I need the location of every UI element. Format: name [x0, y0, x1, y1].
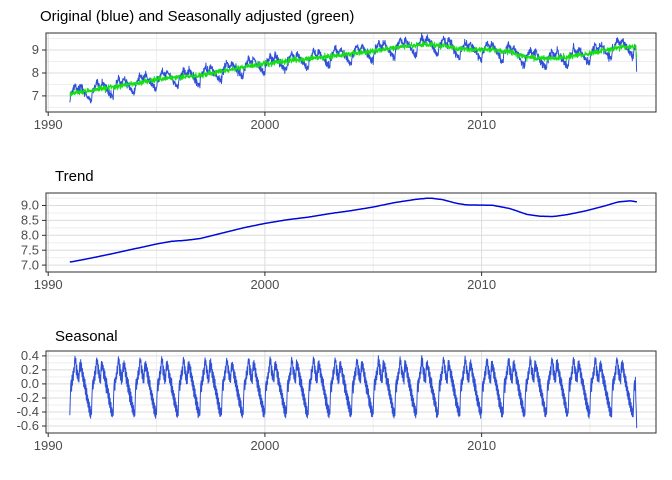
x-tick-label: 2000	[250, 438, 279, 453]
panel-title-original: Original (blue) and Seasonally adjusted …	[40, 8, 354, 25]
y-tick-label: 8	[32, 65, 39, 80]
x-tick-label: 2010	[467, 277, 496, 292]
y-tick-label: 7.0	[21, 257, 39, 272]
x-tick-label: 1990	[34, 438, 63, 453]
panel-border-trend	[45, 192, 657, 273]
gridlines-original	[46, 33, 656, 112]
y-tick-label: -0.4	[17, 404, 39, 419]
panel-title-seasonal: Seasonal	[55, 328, 118, 345]
panel-border-seasonal	[45, 350, 657, 434]
gridlines-trend	[46, 193, 656, 272]
y-tick-label: 0.4	[21, 348, 39, 363]
x-tick-label: 2010	[467, 438, 496, 453]
axes-trend: 7.07.58.08.59.0 1990 2000 2010	[21, 198, 496, 292]
series-line-seasonal	[69, 355, 638, 429]
panel-original: 7 8 9 1990 2000 2010 Original (blue) and Seaso…	[32, 8, 657, 132]
axes-original: 7 8 9 1990 2000 2010	[32, 42, 496, 132]
panel-title-trend: Trend	[55, 168, 94, 185]
series-line-original	[69, 33, 638, 104]
panel-trend: 7.07.58.08.59.0 1990 2000 2010 Trend	[21, 168, 657, 292]
gridlines-seasonal	[46, 351, 656, 433]
y-tick-label: 9	[32, 42, 39, 57]
series-group-original	[69, 33, 638, 104]
y-tick-label: -0.6	[17, 418, 39, 433]
panel-seasonal: 0.40.20.0-0.2-0.4-0.6 1990 2000 2010 Seasona…	[17, 328, 657, 453]
series-line-seasonally-adjusted	[69, 41, 638, 97]
y-tick-label: -0.2	[17, 390, 39, 405]
series-group-seasonal	[69, 355, 638, 429]
y-tick-label: 7.5	[21, 242, 39, 257]
axes-seasonal: 0.40.20.0-0.2-0.4-0.6 1990 2000 2010	[17, 348, 496, 453]
y-tick-label: 8.5	[21, 213, 39, 228]
series-line-trend	[69, 197, 637, 263]
x-tick-label: 2000	[250, 117, 279, 132]
series-group-trend	[69, 197, 637, 263]
x-tick-label: 1990	[34, 117, 63, 132]
y-tick-label: 8.0	[21, 227, 39, 242]
x-tick-label: 2000	[250, 277, 279, 292]
x-tick-label: 1990	[34, 277, 63, 292]
y-tick-label: 7	[32, 88, 39, 103]
y-tick-label: 0.0	[21, 376, 39, 391]
y-tick-label: 0.2	[21, 362, 39, 377]
y-tick-label: 9.0	[21, 198, 39, 213]
x-tick-label: 2010	[467, 117, 496, 132]
